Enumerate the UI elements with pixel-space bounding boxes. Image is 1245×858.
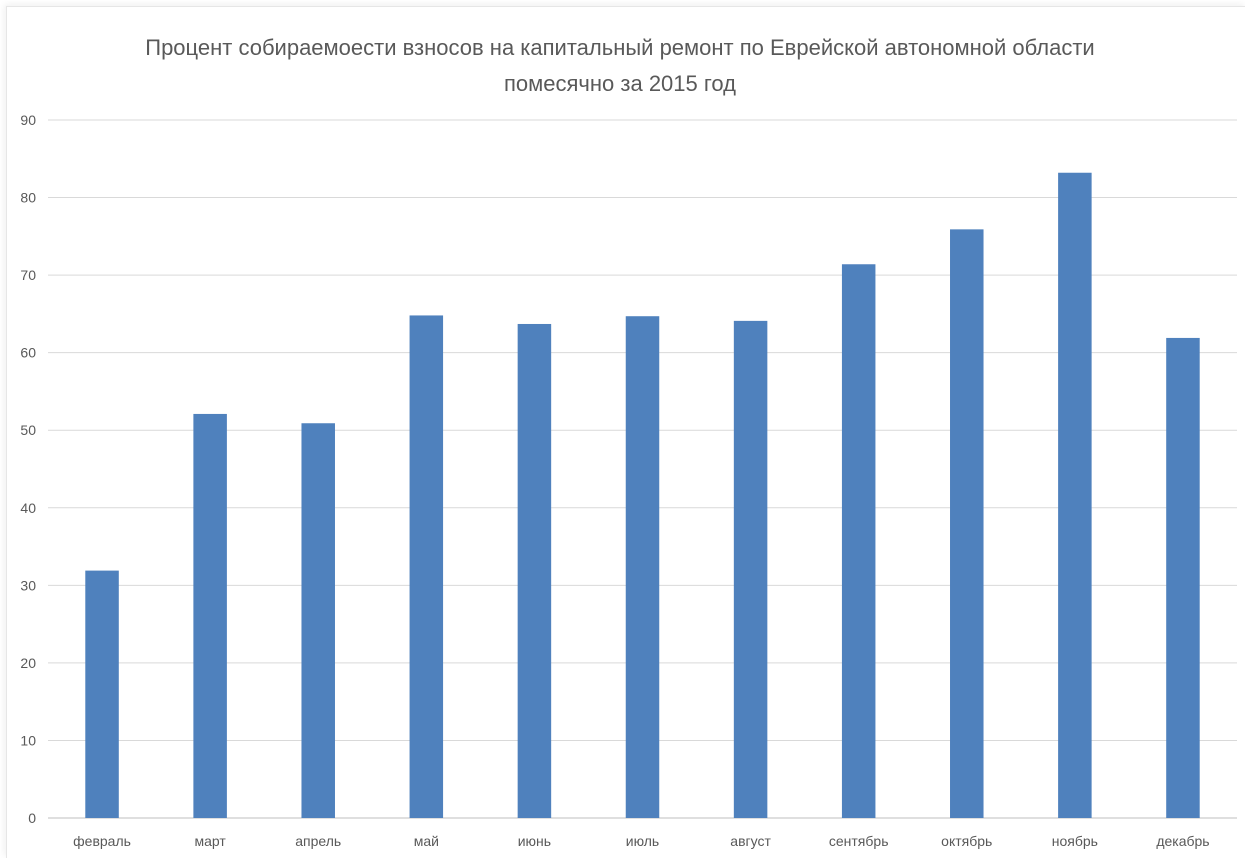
x-tick-label: февраль: [73, 833, 131, 849]
chart-title-line-2: помесячно за 2015 год: [504, 71, 736, 96]
x-tick-label: июнь: [518, 833, 551, 849]
y-tick-label: 70: [20, 267, 36, 283]
x-tick-label: май: [414, 833, 439, 849]
bar: [625, 316, 660, 818]
bar: [733, 320, 768, 818]
x-tick-label: октябрь: [941, 833, 992, 849]
x-tick-label: сентябрь: [829, 833, 889, 849]
bar: [841, 264, 876, 819]
y-tick-label: 30: [20, 577, 36, 593]
y-tick-label: 50: [20, 422, 36, 438]
x-tick-label: декабрь: [1156, 833, 1209, 849]
x-axis-ticks: февраль март апрель май июнь июль август сентяб…: [73, 833, 1209, 849]
x-tick-label: ноябрь: [1052, 833, 1098, 849]
bar: [1166, 337, 1200, 818]
y-tick-label: 40: [20, 500, 36, 516]
bars: [85, 172, 1200, 819]
bar: [1058, 172, 1092, 818]
y-tick-label: 10: [20, 732, 36, 748]
y-tick-label: 60: [20, 345, 36, 361]
y-tick-label: 0: [28, 810, 36, 826]
bar: [409, 315, 444, 818]
x-tick-label: март: [194, 833, 226, 849]
y-tick-label: 20: [20, 655, 36, 671]
x-tick-label: август: [730, 833, 771, 849]
x-tick-label: июль: [626, 833, 659, 849]
x-tick-label: апрель: [295, 833, 341, 849]
chart-title-line-1: Процент собираемоести взносов на капитал…: [145, 35, 1095, 60]
bar: [85, 570, 119, 818]
y-tick-label: 90: [20, 112, 36, 128]
bar: [193, 413, 227, 818]
chart-title: Процент собираемоести взносов на капитал…: [40, 30, 1200, 102]
y-axis-ticks: 0 10 20 30 40 50 60 70 80 90: [20, 112, 36, 826]
bar: [950, 229, 984, 818]
bar: [517, 323, 552, 818]
bar: [301, 423, 335, 818]
y-tick-label: 80: [20, 190, 36, 206]
